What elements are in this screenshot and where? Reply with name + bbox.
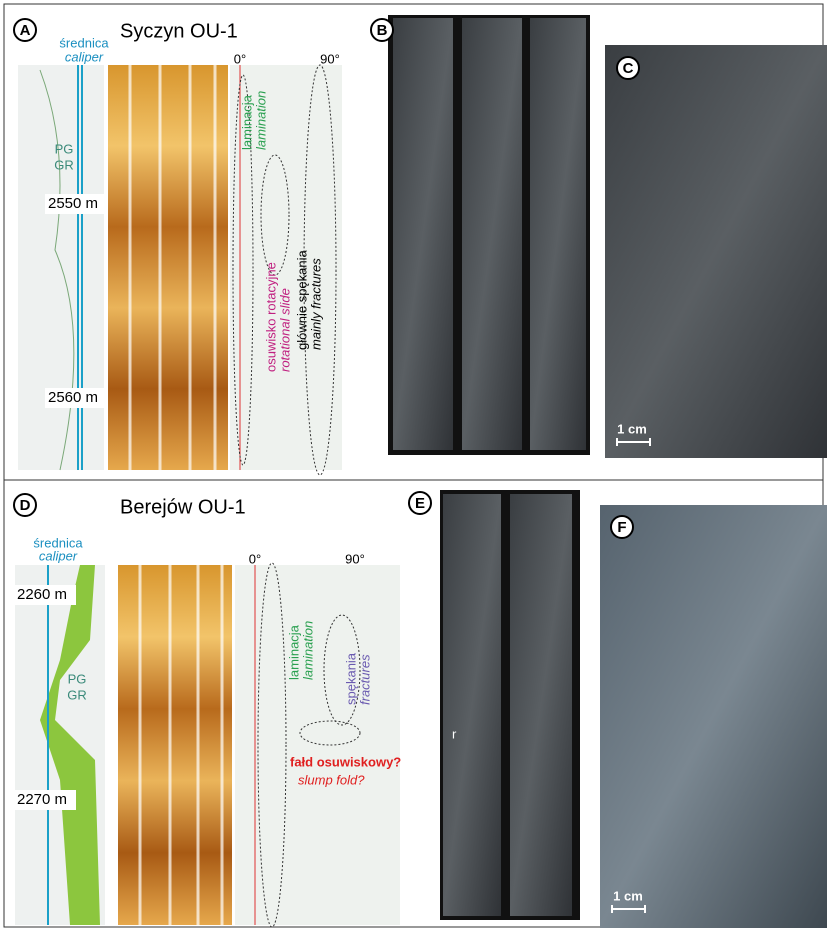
scale-label: 1 cm xyxy=(617,421,647,436)
fractures-label-en: mainly fractures xyxy=(308,258,323,350)
slide-label: osuwisko rotacyjne xyxy=(263,262,278,372)
panel-label: A xyxy=(20,22,31,39)
panel-f: F 1 cm xyxy=(600,505,827,928)
panel-label: E xyxy=(415,495,425,512)
depth-label: 2260 m xyxy=(17,586,67,603)
panel-e: E r xyxy=(409,490,580,920)
gr-label: GR xyxy=(54,157,74,172)
fractures-label-en: fractures xyxy=(357,654,372,705)
well-title: Syczyn OU-1 xyxy=(120,20,238,42)
pg-label: PG xyxy=(68,671,87,686)
axis-min: 0° xyxy=(249,551,261,566)
marker-label: r xyxy=(452,726,457,741)
fold-label: fałd osuwiskowy? xyxy=(290,754,401,769)
panel-a: A Syczyn OU-1 średnica caliper 0° 90° PG… xyxy=(14,19,342,475)
slide-label-en: rotational slide xyxy=(277,288,292,372)
depth-label: 2550 m xyxy=(48,195,98,212)
lamination-label: laminacja xyxy=(239,94,254,150)
depth-label: 2560 m xyxy=(48,389,98,406)
fold-label-en: slump fold? xyxy=(298,772,365,787)
caliper-label-en: caliper xyxy=(65,49,104,64)
panel-b: B xyxy=(371,15,590,455)
axis-min: 0° xyxy=(234,51,246,66)
lamination-label: laminacja xyxy=(286,624,301,680)
caliper-label: średnica xyxy=(59,35,109,50)
lamination-label-en: lamination xyxy=(253,91,268,150)
log-track xyxy=(18,65,104,470)
axis-max: 90° xyxy=(345,551,365,566)
pg-label: PG xyxy=(55,141,74,156)
panel-label: F xyxy=(617,519,626,536)
panel-label: B xyxy=(377,22,388,39)
lamination-label-en: lamination xyxy=(300,621,315,680)
panel-label: D xyxy=(20,497,31,514)
image-log xyxy=(108,65,228,470)
gr-label: GR xyxy=(67,687,87,702)
image-log xyxy=(118,565,232,925)
dip-track xyxy=(235,565,400,925)
panel-label: C xyxy=(623,60,634,77)
figure: A Syczyn OU-1 średnica caliper 0° 90° PG… xyxy=(0,0,827,931)
scale-label: 1 cm xyxy=(613,888,643,903)
panel-c: C 1 cm xyxy=(605,45,827,458)
caliper-label-en: caliper xyxy=(39,548,78,563)
panel-d: D Berejów OU-1 średnica caliper 0° 90° P… xyxy=(14,494,401,927)
fractures-label: spękania xyxy=(343,652,358,705)
fractures-label: głównie spękania xyxy=(294,249,309,350)
well-title: Berejów OU-1 xyxy=(120,496,246,518)
depth-label: 2270 m xyxy=(17,791,67,808)
axis-max: 90° xyxy=(320,51,340,66)
